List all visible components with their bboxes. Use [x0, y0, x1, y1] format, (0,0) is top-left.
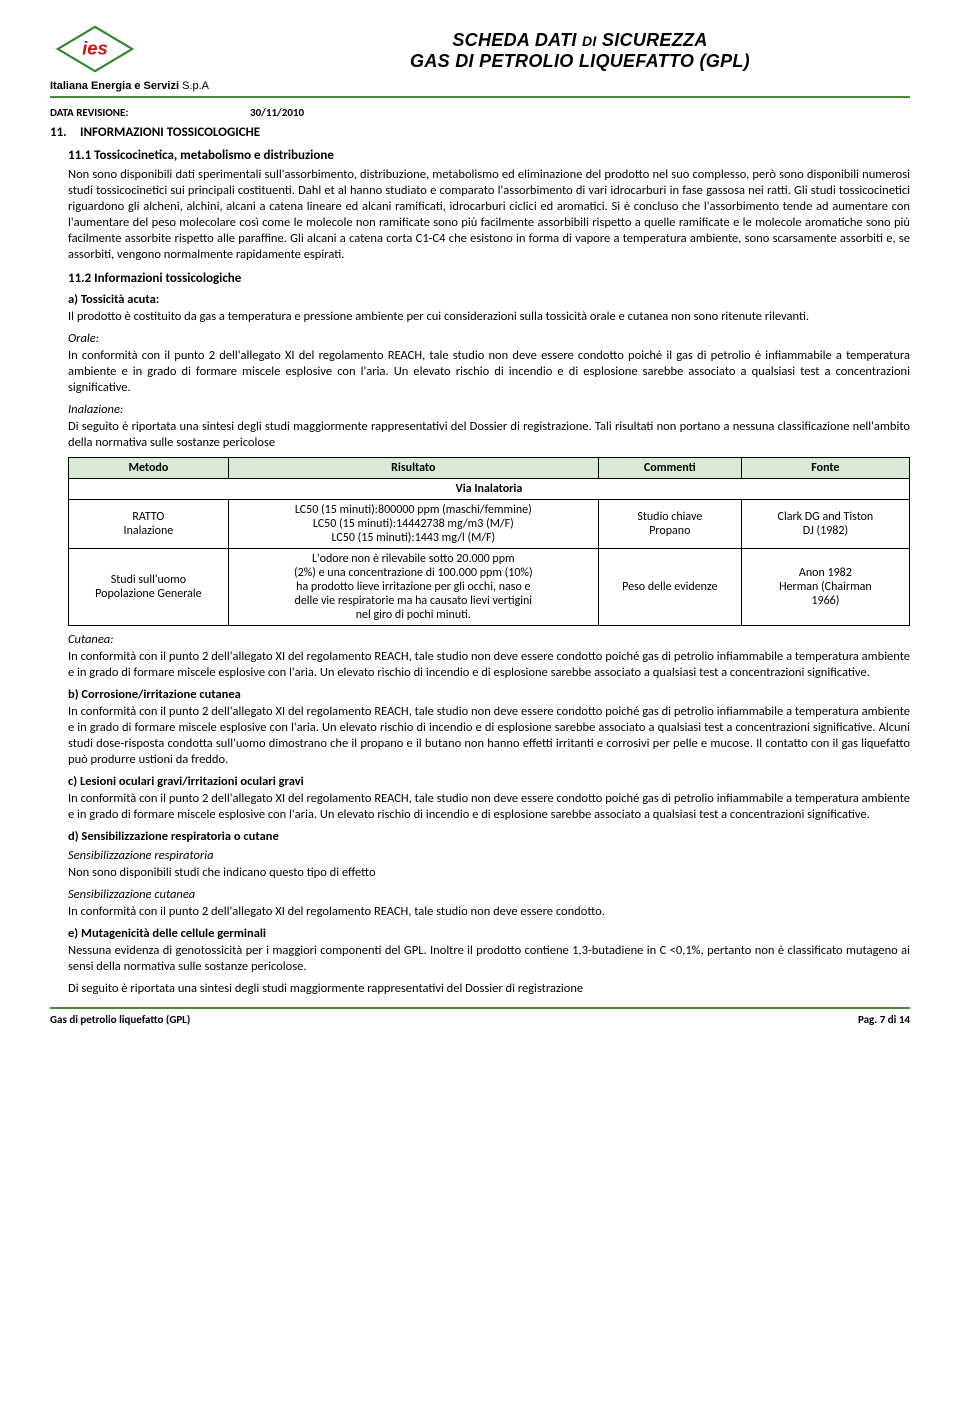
a-label: a) Tossicità acuta: [68, 292, 910, 307]
cell: Clark DG and TistonDJ (1982) [741, 500, 909, 549]
rev-date: 30/11/2010 [250, 106, 304, 119]
sub-11-1-heading: 11.1 Tossicocinetica, metabolismo e dist… [68, 148, 910, 163]
orale-label: Orale: [68, 331, 910, 346]
cell: Peso delle evidenze [598, 549, 741, 626]
orale-text: In conformità con il punto 2 dell'allega… [68, 348, 910, 396]
rev-label: DATA REVISIONE: [50, 106, 250, 119]
page-header: ies Italiana Energia e Servizi S.p.A SCH… [50, 24, 910, 98]
c-text: In conformità con il punto 2 dell'allega… [68, 791, 910, 823]
b-text: In conformità con il punto 2 dell'allega… [68, 704, 910, 768]
th-fonte: Fonte [741, 458, 909, 479]
c-label: c) Lesioni oculari gravi/irritazioni ocu… [68, 774, 910, 789]
cell: Studio chiavePropano [598, 500, 741, 549]
revision-line: DATA REVISIONE: 30/11/2010 [50, 106, 910, 119]
e-text-1: Nessuna evidenza di genotossicità per i … [68, 943, 910, 975]
inalazione-text: Di seguito è riportata una sintesi degli… [68, 419, 910, 451]
e-label: e) Mutagenicità delle cellule germinali [68, 926, 910, 941]
cell: Anon 1982Herman (Chairman1966) [741, 549, 909, 626]
cutanea-label: Cutanea: [68, 632, 910, 647]
d-label: d) Sensibilizzazione respiratoria o cuta… [68, 829, 910, 844]
footer-left: Gas di petrolio liquefatto (GPL) [50, 1013, 190, 1026]
ies-logo-icon: ies [50, 24, 140, 74]
doc-title-1: SCHEDA DATI DI SICUREZZA [250, 30, 910, 51]
d-cut-text: In conformità con il punto 2 dell'allega… [68, 904, 910, 920]
svg-text:ies: ies [82, 38, 108, 59]
table-via-row: Via Inalatoria [69, 479, 910, 500]
inhalation-table: Metodo Risultato Commenti Fonte Via Inal… [68, 457, 910, 626]
e-text-2: Di seguito è riportata una sintesi degli… [68, 981, 910, 997]
th-commenti: Commenti [598, 458, 741, 479]
cell: RATTOInalazione [69, 500, 229, 549]
page-footer: Gas di petrolio liquefatto (GPL) Pag. 7 … [50, 1007, 910, 1026]
section-11-heading: 11. INFORMAZIONI TOSSICOLOGICHE [50, 125, 910, 140]
cell: L'odore non è rilevabile sotto 20.000 pp… [228, 549, 598, 626]
d-resp-label: Sensibilizzazione respiratoria [68, 848, 910, 863]
via-cell: Via Inalatoria [69, 479, 910, 500]
inalazione-label: Inalazione: [68, 402, 910, 417]
th-risultato: Risultato [228, 458, 598, 479]
b-label: b) Corrosione/irritazione cutanea [68, 687, 910, 702]
doc-title-2: GAS DI PETROLIO LIQUEFATTO (GPL) [250, 51, 910, 72]
a-text: Il prodotto è costituito da gas a temper… [68, 309, 910, 325]
th-metodo: Metodo [69, 458, 229, 479]
d-cut-label: Sensibilizzazione cutanea [68, 887, 910, 902]
cell: Studi sull'uomoPopolazione Generale [69, 549, 229, 626]
logo-block: ies Italiana Energia e Servizi S.p.A [50, 24, 250, 92]
sub-11-1-text: Non sono disponibili dati sperimentali s… [68, 167, 910, 263]
table-header-row: Metodo Risultato Commenti Fonte [69, 458, 910, 479]
cutanea-text: In conformità con il punto 2 dell'allega… [68, 649, 910, 681]
doc-title-block: SCHEDA DATI DI SICUREZZA GAS DI PETROLIO… [250, 24, 910, 72]
d-resp-text: Non sono disponibili studi che indicano … [68, 865, 910, 881]
table-row: Studi sull'uomoPopolazione Generale L'od… [69, 549, 910, 626]
footer-right: Pag. 7 di 14 [858, 1013, 910, 1026]
cell: LC50 (15 minuti):800000 ppm (maschi/femm… [228, 500, 598, 549]
table-row: RATTOInalazione LC50 (15 minuti):800000 … [69, 500, 910, 549]
sub-11-2-heading: 11.2 Informazioni tossicologiche [68, 271, 910, 286]
company-name: Italiana Energia e Servizi S.p.A [50, 80, 250, 92]
